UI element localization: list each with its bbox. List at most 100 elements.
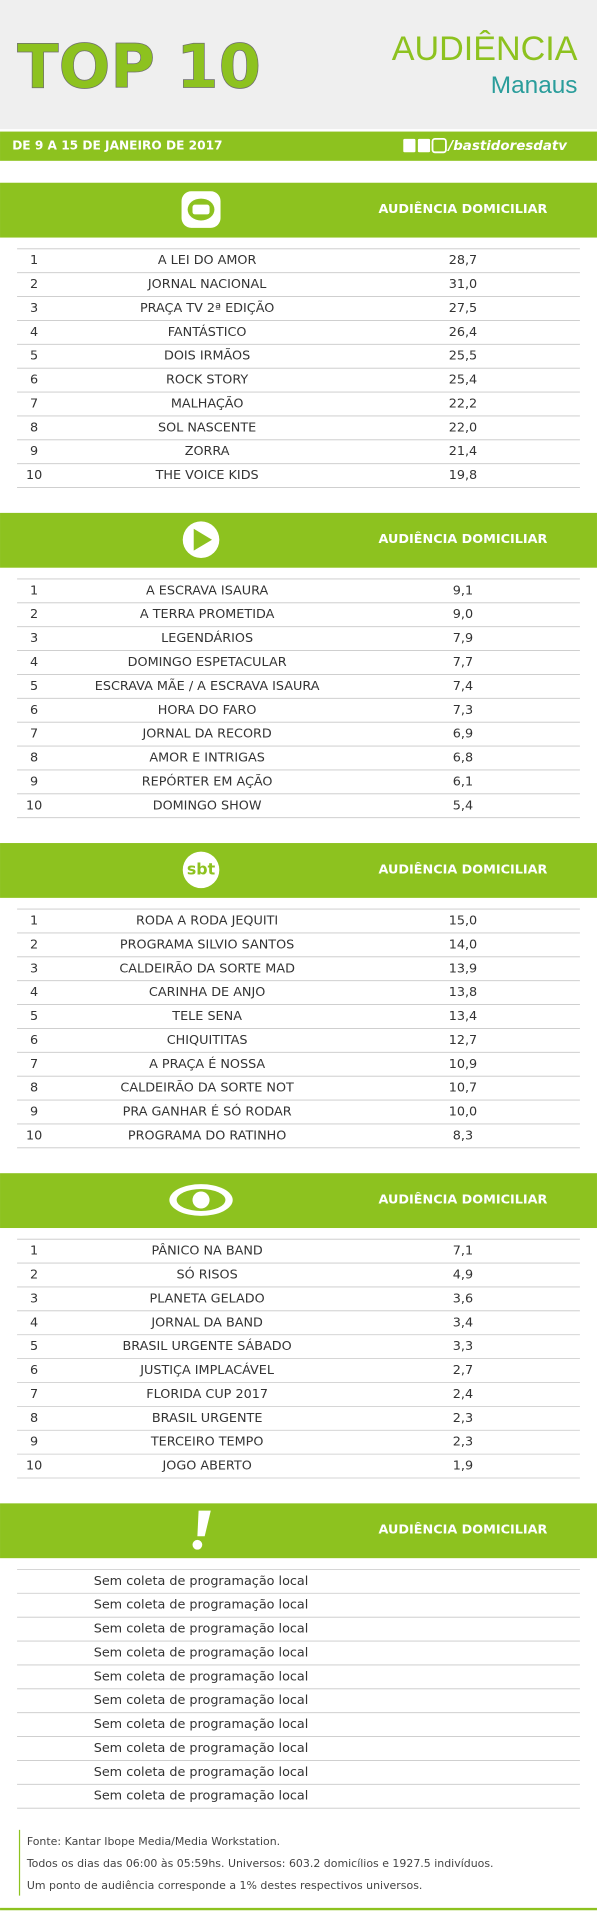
program: PRA GANHAR É SÓ RODAR [123,1104,292,1120]
city: Manaus [491,72,578,99]
rank: 3 [30,631,38,646]
rating: 28,7 [449,253,477,268]
program: A ESCRAVA ISAURA [146,583,269,598]
rating: 2,7 [453,1363,473,1378]
rank: 6 [30,1363,38,1378]
program: A LEI DO AMOR [158,253,257,268]
rating: 31,0 [449,277,477,292]
rating: 1,9 [453,1459,473,1474]
rating: 8,3 [453,1128,473,1143]
section: AUDIÊNCIA DOMICILIAR 1 A ESCRAVA ISAURA 9,1… [0,512,597,819]
rank: 1 [30,583,38,598]
program: TERCEIRO TEMPO [150,1435,264,1450]
logo [182,851,220,889]
rating: 12,7 [449,1033,477,1048]
rank: 2 [30,1268,38,1283]
rating: 9,1 [453,583,473,598]
rating: 9,0 [453,607,473,622]
program: BRASIL URGENTE [152,1411,263,1426]
logo [192,1191,210,1209]
program: ROCK STORY [166,373,248,388]
section-header [0,843,597,898]
column-label: AUDIÊNCIA DOMICILIAR [379,531,548,547]
rating: 10,7 [449,1081,477,1096]
rating: 13,9 [449,961,477,976]
title: TOP 10 [17,31,261,102]
note: Sem coleta de programação local [94,1693,309,1708]
footer-line: Um ponto de audiência corresponde a 1% d… [27,1879,423,1892]
rank: 6 [30,373,38,388]
note: Sem coleta de programação local [94,1645,309,1660]
section-header [0,1503,597,1559]
note: Sem coleta de programação local [94,1765,309,1780]
rating: 7,9 [453,631,473,646]
rating: 3,6 [453,1291,473,1306]
program: BRASIL URGENTE SÁBADO [123,1338,292,1354]
rating: 25,4 [449,373,477,388]
rating: 6,8 [453,751,473,766]
rating: 13,4 [449,1009,477,1024]
program: CHIQUITITAS [167,1033,248,1048]
logo-text: sbt [187,859,216,878]
rating: 6,9 [453,727,473,742]
rank: 7 [30,396,38,411]
rating: 7,7 [453,655,473,670]
rank: 3 [30,961,38,976]
rank: 5 [30,1339,38,1354]
rating: 2,3 [453,1435,473,1450]
rating: 10,9 [449,1057,477,1072]
column-label: AUDIÊNCIA DOMICILIAR [379,1192,548,1208]
rank: 2 [30,607,38,622]
section: AUDIÊNCIA DOMICILIAR Sem coleta de progra… [0,1503,597,1809]
program: FANTÁSTICO [168,324,247,340]
program: FLORIDA CUP 2017 [146,1387,268,1402]
rating: 7,3 [453,703,473,718]
note: Sem coleta de programação local [94,1717,309,1732]
note: Sem coleta de programação local [94,1669,309,1684]
rank: 5 [30,1009,38,1024]
rating: 15,0 [449,914,477,929]
program: DOMINGO SHOW [153,798,262,813]
rank: 4 [30,325,38,340]
program: ZORRA [185,444,230,459]
rank: 4 [30,1315,38,1330]
rating: 4,9 [453,1268,473,1283]
rank: 8 [30,751,38,766]
rank: 5 [30,679,38,694]
rank: 4 [30,985,38,1000]
rating: 3,3 [453,1339,473,1354]
program: DOMINGO ESPETACULAR [128,655,287,670]
rating: 7,1 [453,1244,473,1259]
program: LEGENDÁRIOS [161,630,253,646]
rank: 10 [26,1128,42,1143]
rank: 1 [30,253,38,268]
program: JORNAL DA RECORD [141,727,271,742]
rating: 10,0 [449,1105,477,1120]
column-label: AUDIÊNCIA DOMICILIAR [379,201,548,217]
rating: 19,8 [449,468,477,483]
section: AUDIÊNCIA DOMICILIAR 1 A LEI DO AMOR 28,7 2 J… [0,182,597,488]
rating: 2,4 [453,1387,473,1402]
section: sbt AUDIÊNCIA DOMICILIAR 1 RODA A RODA JEQU… [0,843,597,1149]
rating: 21,4 [449,444,477,459]
rank: 9 [30,1105,38,1120]
rank: 10 [26,1459,42,1474]
program: THE VOICE KIDS [155,468,259,483]
rank: 3 [30,1291,38,1306]
section-header [0,1173,597,1229]
period: DE 9 A 15 DE JANEIRO DE 2017 [12,139,222,153]
program: CARINHA DE ANJO [149,985,265,1000]
program: SOL NASCENTE [158,420,256,435]
footer-line: Todos os dias das 06:00 às 05:59hs. Univ… [26,1857,494,1870]
note: Sem coleta de programação local [94,1622,309,1637]
brand: AUDIÊNCIA [392,30,578,68]
note: Sem coleta de programação local [94,1598,309,1613]
rating: 26,4 [449,325,477,340]
handle: /bastidoresdatv [446,139,568,154]
rank: 4 [30,655,38,670]
note: Sem coleta de programação local [94,1789,309,1804]
logo [192,1539,203,1550]
logo [193,528,213,551]
section-header [0,512,597,568]
